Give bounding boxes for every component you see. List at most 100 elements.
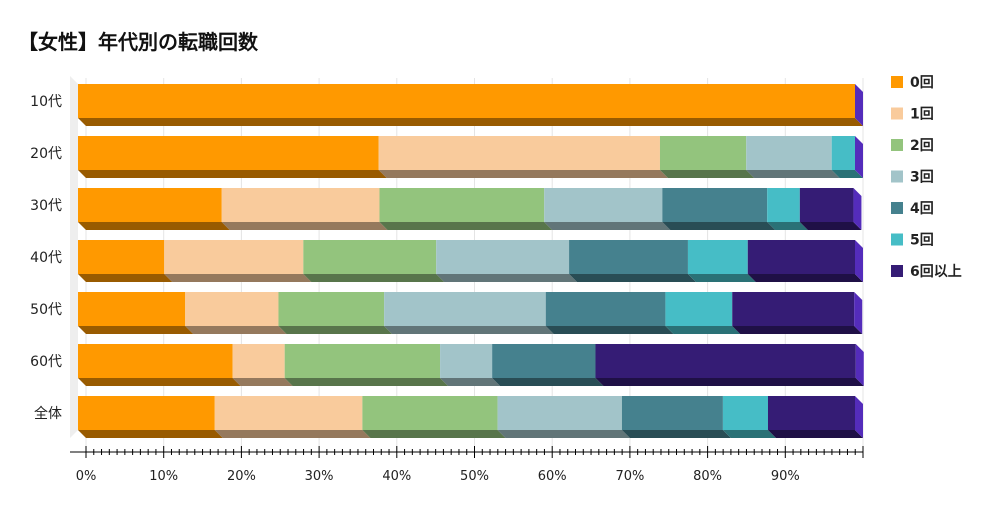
bar-segment [799,188,854,222]
bar-segment [362,396,498,430]
x-tick-label: 90% [771,469,800,484]
bar-segment [78,84,855,118]
bar-bottom-face [284,378,449,386]
bar-bottom-face [221,222,388,230]
bar-bottom-face [78,430,223,438]
bar-bottom-face [378,170,668,178]
bar-bottom-face [384,326,554,334]
legend-swatch [891,233,903,246]
bar-segment [378,136,660,170]
bar-segment [659,136,747,170]
bar-segment [78,240,165,274]
bar-side-face [855,136,863,178]
bar-segment [767,188,800,222]
bar-bottom-face [440,378,501,386]
bar-bottom-face [665,326,741,334]
bar-segment [284,344,441,378]
category-label: 60代 [30,354,62,370]
bar-segment [492,344,596,378]
bar-bottom-face [185,326,287,334]
bar-side-face [855,344,864,386]
bar-bottom-face [232,378,293,386]
bar-segment [221,188,380,222]
x-tick-label: 0% [76,469,97,484]
bar-bottom-face [78,170,387,178]
bar-bottom-face [492,378,604,386]
bar-side-face [853,188,862,230]
bar-segment [732,292,855,326]
bar-bottom-face [78,378,241,386]
category-label: 50代 [30,302,62,318]
bar-segment [164,240,304,274]
bar-bottom-face [799,222,862,230]
legend-swatch [891,170,903,183]
legend-label: 1回 [910,107,934,123]
bar-bottom-face [662,222,776,230]
bar-segment [831,136,855,170]
bar-bottom-face [78,118,863,126]
bar-segment [214,396,363,430]
bar-side-face [854,292,863,334]
bar-bottom-face [362,430,506,438]
category-label: 全体 [34,405,62,422]
bar-segment [545,292,666,326]
x-tick-label: 70% [615,469,644,484]
bar-bottom-face [621,430,731,438]
bar-segment [78,188,222,222]
bar-bottom-face [78,222,230,230]
bar-segment [185,292,279,326]
category-label: 40代 [30,250,62,266]
bar-bottom-face [436,274,578,282]
legend-swatch [891,139,903,151]
bar-bottom-face [659,170,755,178]
bar-bottom-face [303,274,445,282]
bar-segment [78,344,233,378]
x-tick-label: 10% [149,469,178,484]
bar-segment [78,136,379,170]
bar-segment [78,292,186,326]
legend-swatch [891,76,903,88]
x-tick-label: 30% [305,469,334,484]
legend-swatch [891,202,903,214]
bar-bottom-face [78,274,173,282]
x-tick-label: 20% [227,469,256,484]
bar-segment [687,240,748,274]
bar-bottom-face [687,274,756,282]
bar-segment [232,344,285,378]
bar-segment [595,344,856,378]
bar-bottom-face [544,222,671,230]
bar-side-face [855,84,863,126]
bar-bottom-face [747,274,863,282]
legend-swatch [891,265,903,277]
bar-bottom-face [831,170,863,178]
legend-label: 6回以上 [910,264,962,280]
x-tick-label: 40% [382,469,411,484]
bar-bottom-face [545,326,674,334]
legend-label: 0回 [910,75,934,91]
bar-segment [747,240,855,274]
bar-bottom-face [767,222,808,230]
category-label: 10代 [30,94,62,110]
bar-segment [436,240,570,274]
x-tick-label: 50% [460,469,489,484]
bar-bottom-face [497,430,630,438]
legend-label: 2回 [910,138,934,154]
category-label: 20代 [30,146,62,162]
bar-side-face [855,396,863,438]
bar-segment [303,240,437,274]
legend-label: 5回 [910,233,934,249]
bar-segment [569,240,688,274]
back-wall [70,76,78,438]
bar-segment [440,344,493,378]
bar-segment [278,292,385,326]
bar-bottom-face [767,430,863,438]
bar-bottom-face [595,378,864,386]
bar-bottom-face [379,222,553,230]
legend-label: 3回 [910,170,934,186]
bar-segment [665,292,733,326]
bar-bottom-face [746,170,840,178]
bar-segment [384,292,546,326]
legend-label: 4回 [910,201,934,217]
